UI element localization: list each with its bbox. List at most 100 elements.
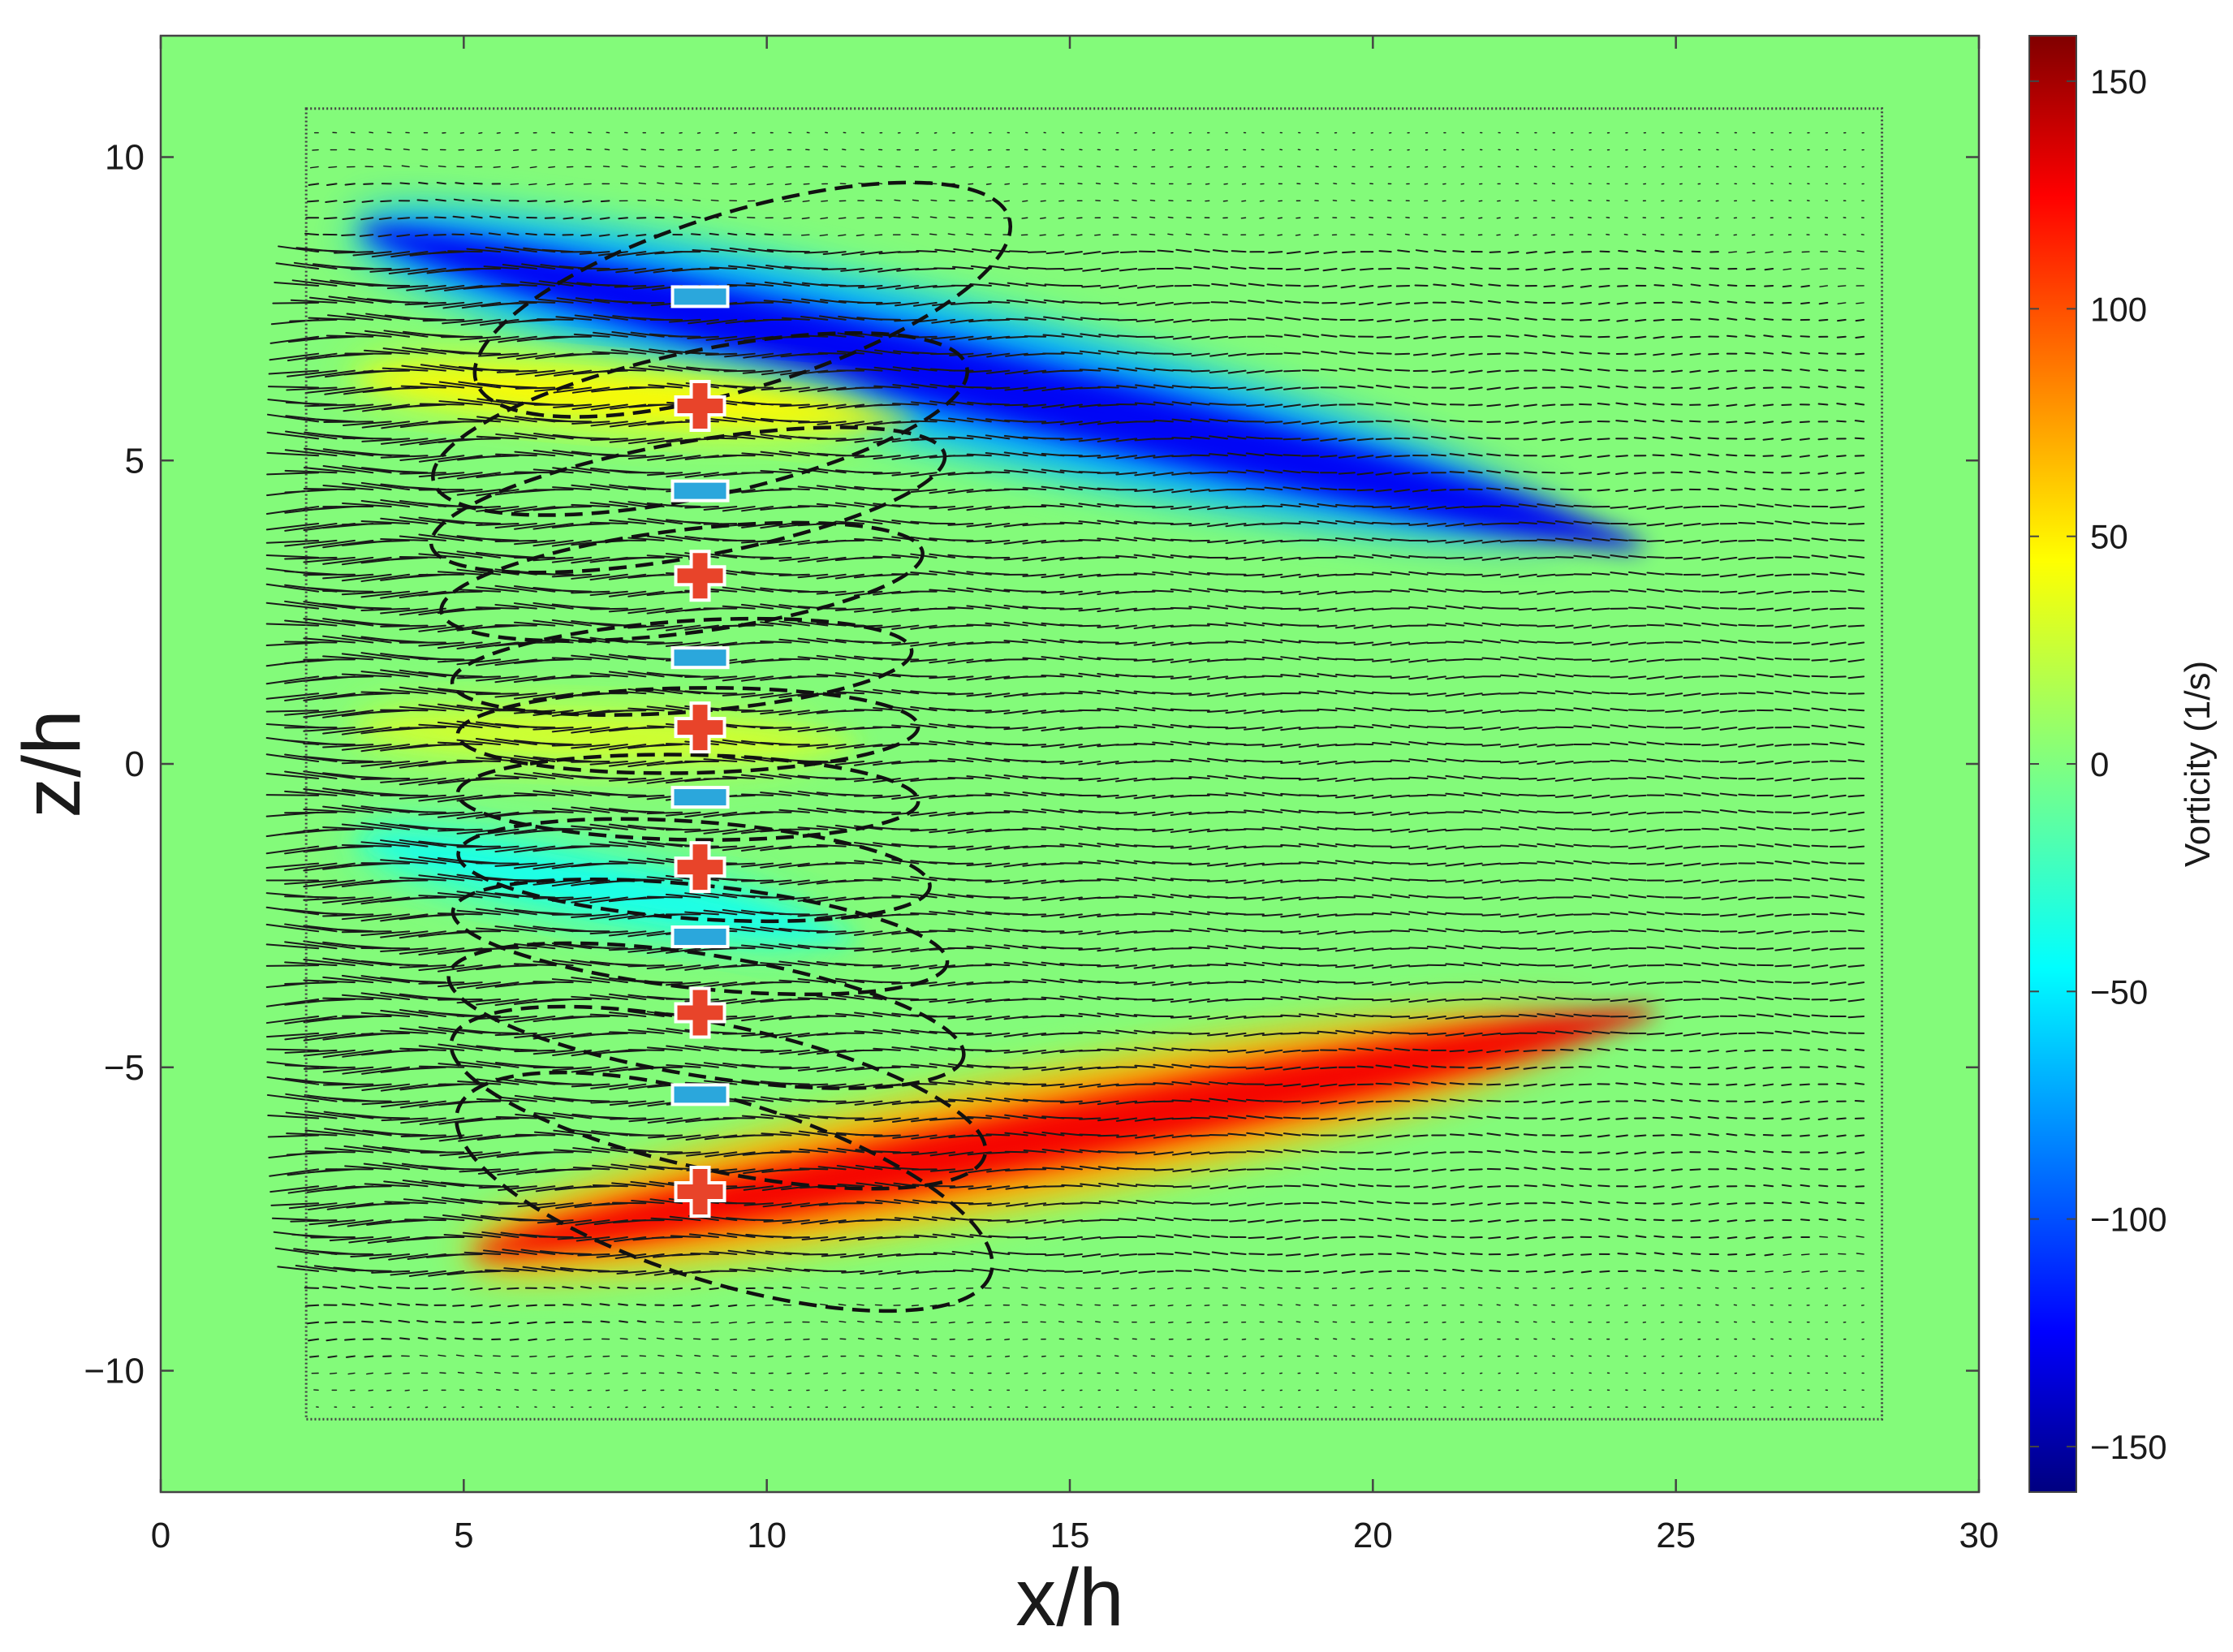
velocity-vector	[766, 1322, 773, 1323]
velocity-vector	[1469, 1169, 1482, 1170]
velocity-vector	[1265, 1101, 1282, 1102]
velocity-vector	[1507, 1203, 1518, 1204]
velocity-vector	[343, 931, 391, 932]
velocity-vector	[1317, 727, 1336, 728]
velocity-vector	[779, 659, 809, 660]
velocity-vector	[1610, 847, 1627, 848]
velocity-vector	[1671, 1050, 1682, 1051]
velocity-vector	[1079, 558, 1100, 559]
velocity-vector	[1802, 1254, 1809, 1255]
velocity-vector	[1004, 981, 1027, 982]
velocity-vector	[893, 1288, 899, 1289]
velocity-vector	[1300, 881, 1318, 882]
velocity-vector	[1636, 1186, 1646, 1187]
velocity-vector	[711, 1322, 718, 1323]
velocity-vector	[1563, 1220, 1573, 1221]
velocity-vector	[1489, 1270, 1500, 1271]
velocity-vector	[1487, 1101, 1500, 1102]
velocity-vector	[1819, 1185, 1827, 1186]
velocity-vector	[1691, 1220, 1700, 1221]
velocity-vector	[1409, 1033, 1427, 1034]
velocity-vector	[1702, 914, 1718, 915]
velocity-vector	[381, 964, 427, 965]
velocity-vector	[1377, 1169, 1390, 1170]
velocity-vector	[1654, 1236, 1663, 1237]
velocity-vector	[553, 829, 591, 830]
velocity-vector	[1413, 1135, 1427, 1136]
velocity-vector	[1507, 1168, 1519, 1169]
velocity-vector	[285, 896, 336, 897]
velocity-vector	[1097, 965, 1118, 966]
velocity-vector	[495, 1373, 501, 1374]
velocity-vector	[1616, 455, 1627, 456]
velocity-vector	[1205, 1322, 1209, 1323]
velocity-vector	[1464, 676, 1482, 677]
velocity-vector	[1856, 1169, 1864, 1170]
velocity-vector	[1580, 1152, 1591, 1153]
velocity-vector	[986, 1134, 1009, 1135]
velocity-vector	[742, 881, 773, 882]
velocity-vector	[1856, 1101, 1864, 1102]
velocity-vector	[1671, 1135, 1682, 1136]
velocity-vector	[1721, 947, 1737, 948]
velocity-vector	[1169, 1322, 1173, 1323]
velocity-vector	[986, 1322, 991, 1323]
velocity-vector	[1153, 523, 1173, 524]
velocity-vector	[1537, 540, 1554, 541]
velocity-vector	[1765, 1237, 1773, 1238]
velocity-vector	[1647, 643, 1663, 644]
velocity-vector	[1629, 693, 1645, 694]
velocity-vector	[968, 1339, 973, 1340]
velocity-vector	[1747, 1254, 1755, 1255]
velocity-vector	[1080, 455, 1101, 456]
velocity-vector	[619, 1321, 627, 1322]
velocity-vector	[1702, 829, 1718, 830]
velocity-vector	[948, 540, 972, 541]
velocity-vector	[1739, 710, 1754, 711]
velocity-vector	[1387, 1305, 1390, 1306]
velocity-vector	[1285, 1203, 1300, 1204]
velocity-vector	[1226, 659, 1245, 660]
velocity-vector	[1355, 506, 1373, 507]
velocity-vector	[304, 489, 355, 490]
velocity-vector	[911, 846, 937, 847]
velocity-vector	[1580, 1219, 1591, 1220]
velocity-vector	[967, 710, 991, 711]
velocity-vector	[1629, 864, 1645, 865]
velocity-vector	[1672, 1203, 1682, 1204]
velocity-vector	[1395, 455, 1409, 456]
velocity-vector	[1849, 1016, 1864, 1017]
velocity-vector	[1598, 1185, 1609, 1186]
velocity-vector	[1775, 965, 1791, 966]
velocity-vector	[1336, 643, 1355, 644]
velocity-vector	[1524, 1050, 1537, 1051]
velocity-vector	[1501, 761, 1518, 762]
velocity-vector	[1191, 472, 1209, 473]
velocity-vector	[1655, 1270, 1663, 1271]
velocity-vector	[610, 710, 645, 711]
velocity-vector	[1468, 489, 1481, 490]
velocity-vector	[1041, 608, 1063, 609]
velocity-vector	[1821, 1271, 1828, 1272]
velocity-vector	[1794, 506, 1809, 507]
velocity-vector	[1157, 1253, 1173, 1254]
velocity-vector	[911, 761, 937, 762]
velocity-vector	[405, 1219, 446, 1220]
velocity-vector	[495, 625, 536, 626]
velocity-vector	[929, 1016, 955, 1017]
velocity-vector	[1415, 1219, 1428, 1220]
velocity-vector	[1080, 1050, 1101, 1051]
velocity-vector	[400, 472, 446, 473]
velocity-vector	[695, 1356, 701, 1357]
velocity-vector	[655, 1288, 664, 1289]
velocity-vector	[600, 1287, 610, 1288]
velocity-vector	[1556, 658, 1573, 659]
velocity-vector	[533, 659, 572, 660]
velocity-vector	[1838, 1169, 1846, 1170]
velocity-vector	[1818, 1067, 1827, 1068]
velocity-vector	[1501, 845, 1518, 846]
velocity-vector	[1080, 1134, 1100, 1135]
velocity-vector	[1629, 879, 1645, 880]
velocity-vector	[586, 1373, 591, 1374]
velocity-vector	[1709, 1101, 1718, 1102]
